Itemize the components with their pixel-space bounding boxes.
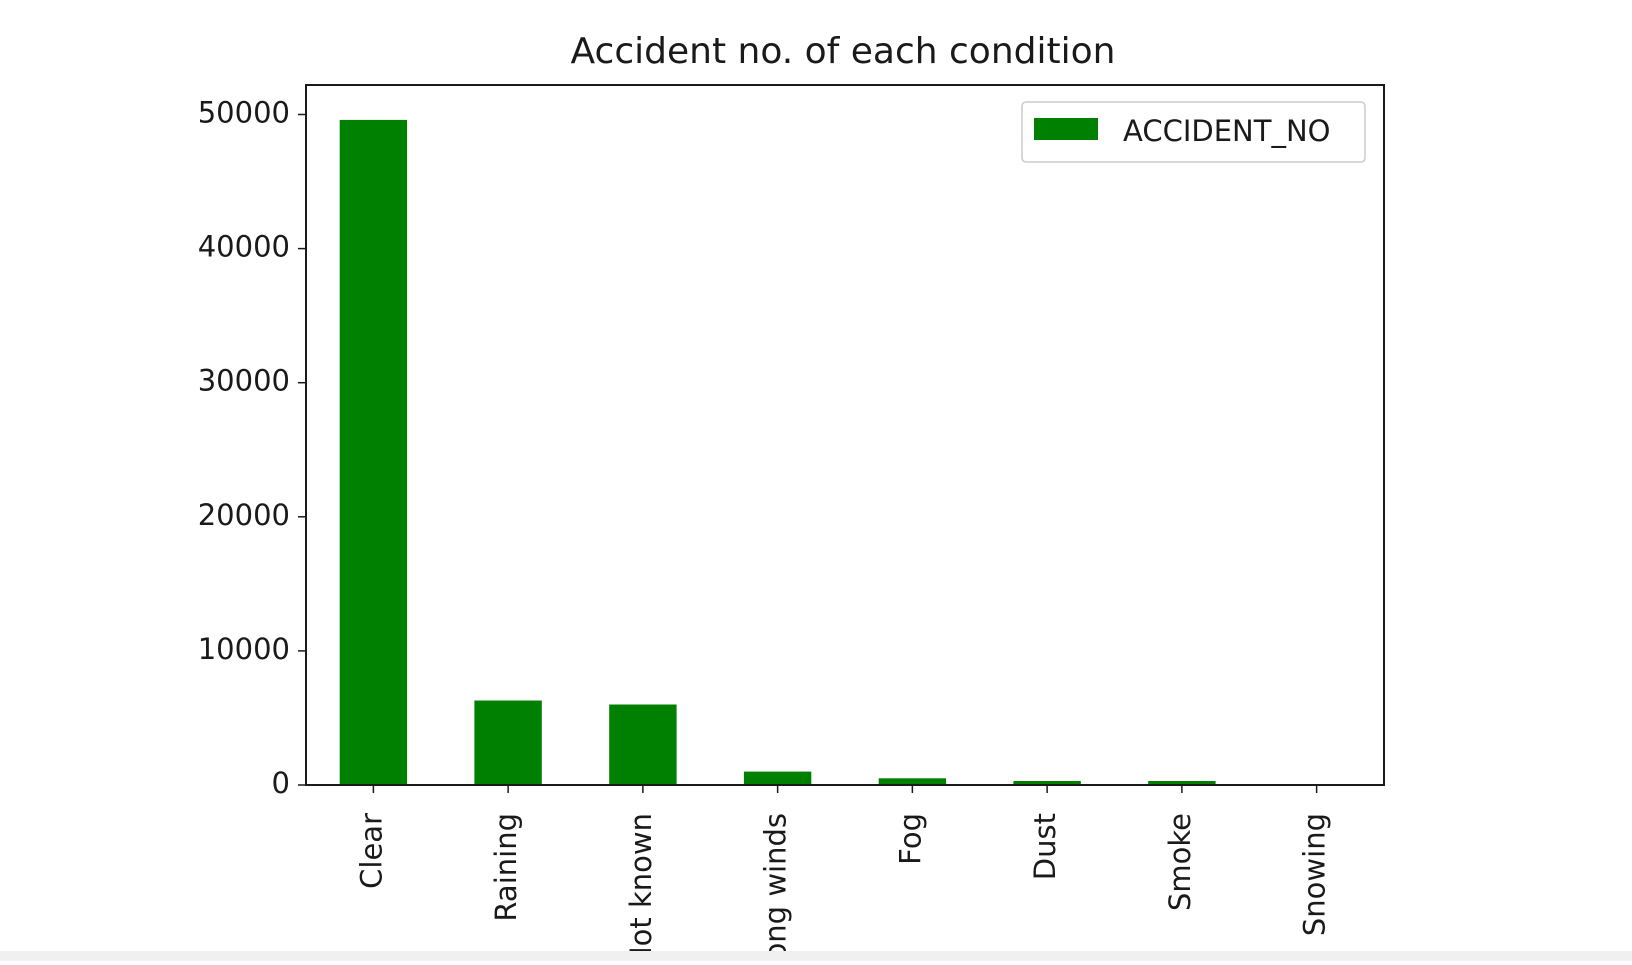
x-tick-label: Fog bbox=[893, 813, 927, 865]
bottom-scroll-strip bbox=[0, 951, 1632, 961]
plot-area: 0 10000 20000 30000 40000 50000 Clear Raining No… bbox=[198, 84, 1385, 965]
bar-smoke bbox=[1148, 781, 1216, 785]
bar-raining bbox=[474, 700, 542, 785]
y-tick-label: 30000 bbox=[198, 364, 290, 398]
x-tick-label: Raining bbox=[489, 813, 523, 922]
y-tick-label: 0 bbox=[272, 766, 290, 800]
x-tick-label: Clear bbox=[354, 813, 388, 889]
bar-not-known bbox=[609, 704, 677, 785]
bar-dust bbox=[1013, 781, 1081, 785]
bar-clear bbox=[339, 119, 408, 785]
y-tick-label: 10000 bbox=[198, 632, 290, 666]
legend-box bbox=[1021, 101, 1366, 163]
x-tick-label: Smoke bbox=[1163, 813, 1197, 911]
legend-label: ACCIDENT_NO bbox=[1123, 114, 1330, 148]
y-tick-label: 50000 bbox=[198, 96, 290, 130]
x-tick-label: Snowing bbox=[1298, 813, 1332, 936]
x-tick-label: Dust bbox=[1028, 813, 1062, 880]
x-tick-label: Not known bbox=[624, 813, 658, 961]
y-tick-label: 40000 bbox=[198, 230, 290, 264]
y-tick-label: 20000 bbox=[198, 498, 290, 532]
x-tick-label: Strong winds bbox=[759, 813, 793, 961]
chart-title: Accident no. of each condition bbox=[571, 31, 1116, 72]
bar-fog bbox=[878, 778, 947, 785]
plot-frame bbox=[305, 84, 1385, 786]
bar-strong-winds bbox=[743, 771, 812, 785]
legend-swatch bbox=[1034, 118, 1098, 140]
